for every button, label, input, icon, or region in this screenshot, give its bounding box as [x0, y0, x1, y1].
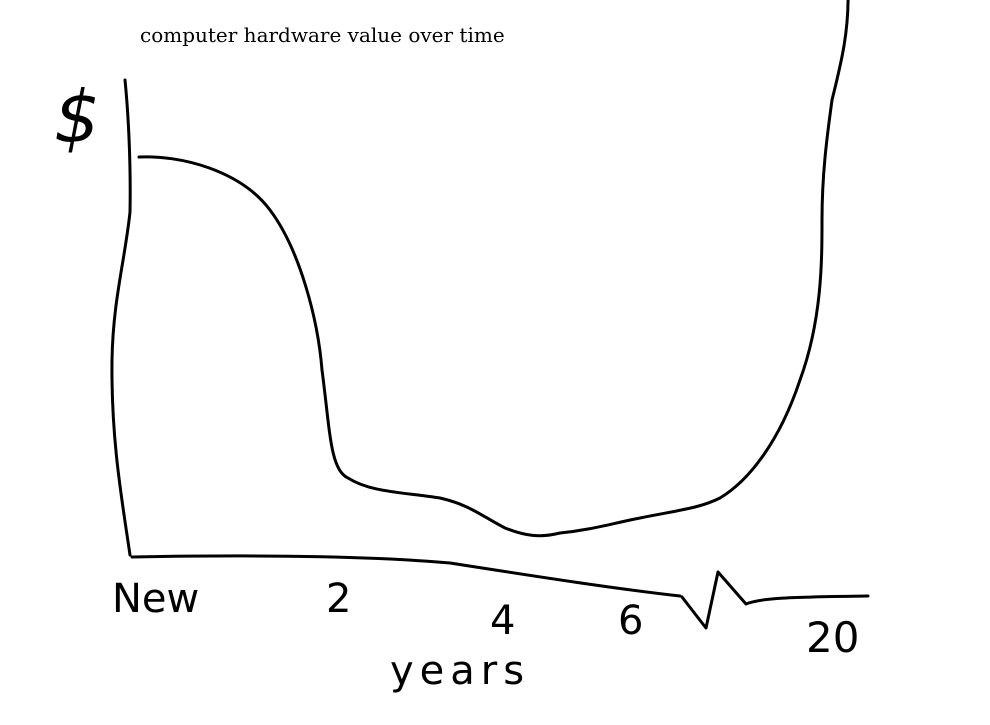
- axis-break: [680, 570, 870, 630]
- y-axis-label: $: [54, 75, 100, 159]
- x-tick-label: 2: [326, 576, 351, 622]
- x-axis: [130, 554, 682, 598]
- x-tick-label: 4: [490, 598, 515, 644]
- x-axis-label: years: [390, 648, 530, 694]
- x-tick-label: 20: [806, 613, 859, 662]
- x-tick-label: 6: [618, 598, 643, 644]
- x-tick-label: New: [112, 576, 199, 622]
- series-line: [137, 0, 850, 538]
- y-axis: [110, 78, 132, 557]
- chart-title: computer hardware value over time: [140, 23, 505, 47]
